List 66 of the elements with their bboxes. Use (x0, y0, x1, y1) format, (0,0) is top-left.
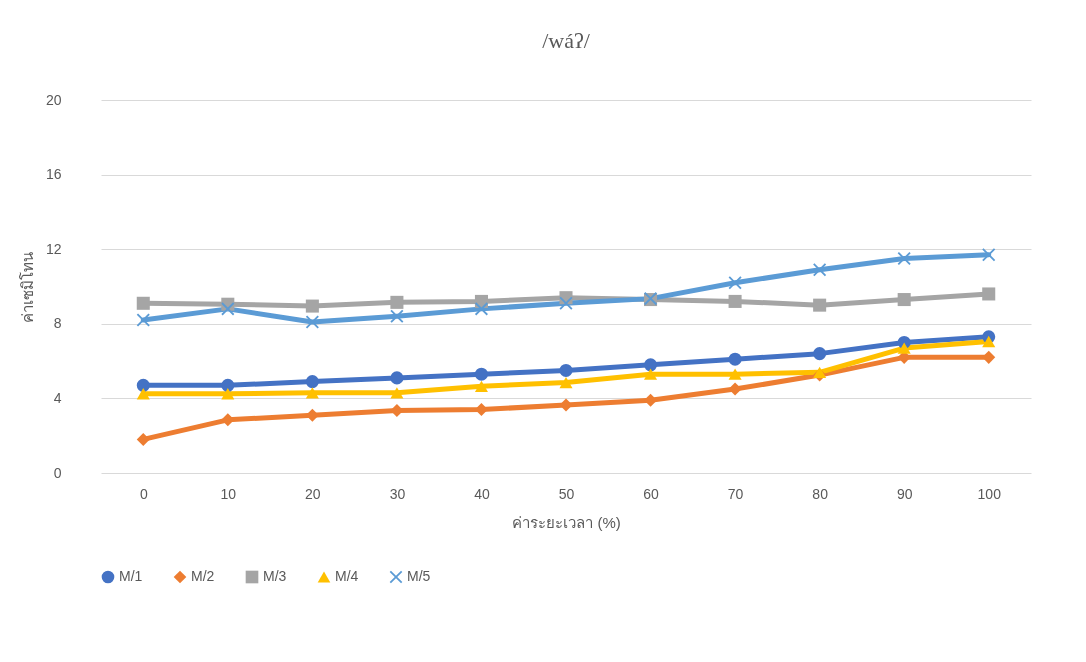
point (305, 315, 319, 329)
y-tick-label: 0 (53, 464, 62, 481)
point (390, 387, 404, 399)
point (728, 294, 742, 308)
legend-label: M/2 (191, 568, 215, 584)
chart-title: /wáʔ/ (542, 28, 591, 53)
y-axis-title: ค่าเซมิโทน (18, 251, 36, 323)
point (813, 347, 827, 361)
point (474, 403, 488, 417)
x-tick-label: 20 (305, 485, 321, 502)
legend-label: M/5 (407, 568, 431, 584)
point (559, 398, 573, 412)
point (390, 295, 404, 309)
point (813, 263, 827, 277)
point (221, 302, 235, 316)
point (644, 358, 658, 372)
point (728, 276, 742, 290)
point (982, 335, 996, 348)
point (813, 298, 827, 312)
x-tick-label: 10 (220, 485, 237, 502)
point (221, 378, 235, 392)
x-tick-label: 40 (474, 485, 490, 502)
point (390, 371, 404, 385)
x-tick-label: 30 (389, 485, 406, 502)
point (221, 388, 235, 400)
legend-label: M/3 (263, 568, 287, 584)
x-tick-label: 70 (727, 485, 744, 502)
point (559, 376, 573, 389)
point (305, 387, 319, 399)
y-tick-label: 4 (53, 389, 62, 406)
x-tick-label: 60 (643, 485, 660, 502)
y-tick-label: 16 (45, 166, 62, 183)
x-axis-title: ค่าระยะเวลา (%) (512, 513, 621, 531)
point (474, 380, 488, 392)
point (136, 388, 150, 400)
point (474, 367, 488, 381)
point (305, 375, 319, 389)
point (390, 309, 404, 323)
legend-label: M/1 (119, 568, 143, 584)
point (897, 293, 911, 307)
point (559, 363, 573, 377)
x-tick-label: 90 (896, 485, 913, 502)
legend-label: M/4 (335, 568, 359, 584)
point (897, 342, 911, 354)
point (136, 296, 150, 310)
y-tick-label: 12 (45, 240, 62, 257)
point (982, 287, 996, 301)
y-tick-label: 20 (45, 91, 62, 108)
point (982, 350, 996, 364)
point (644, 368, 658, 380)
point (728, 352, 742, 366)
point (813, 366, 827, 378)
point (136, 432, 150, 446)
point (644, 393, 658, 407)
point (728, 368, 742, 380)
point (982, 248, 996, 262)
point (136, 313, 150, 327)
y-tick-label: 8 (53, 315, 62, 332)
point (728, 382, 742, 396)
point (305, 299, 319, 313)
x-tick-label: 50 (558, 485, 575, 502)
x-tick-label: 0 (139, 485, 148, 502)
x-tick-label: 100 (977, 485, 1002, 502)
point (136, 378, 150, 392)
point (559, 296, 573, 310)
x-tick-label: 80 (812, 485, 829, 502)
